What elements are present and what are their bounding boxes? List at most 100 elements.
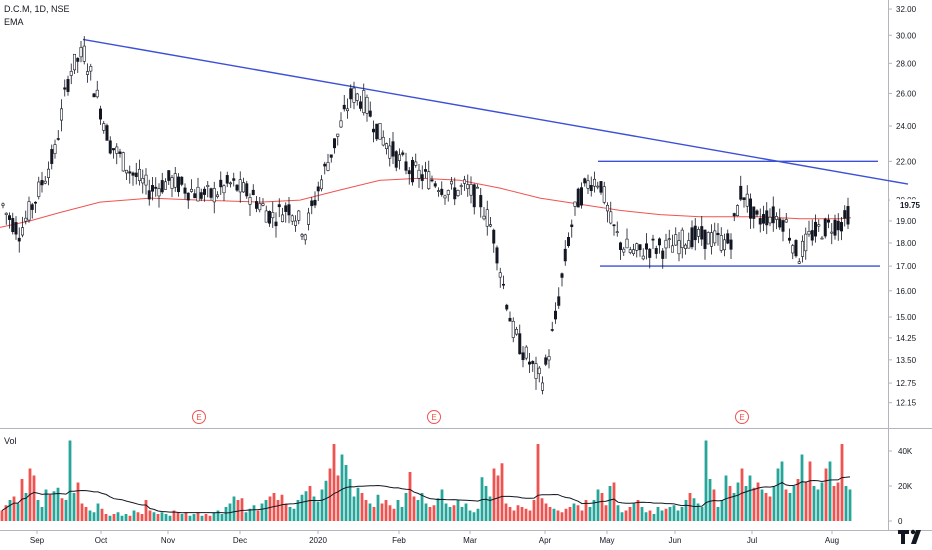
candle: [599, 181, 603, 195]
symbol-legend[interactable]: D.C.M, 1D, NSE: [4, 4, 70, 14]
time-tick-label: Sep: [30, 536, 45, 545]
candle: [501, 275, 505, 290]
ema-legend[interactable]: EMA: [4, 17, 24, 27]
volume-bar: [76, 482, 80, 521]
volume-bar: [788, 493, 792, 521]
candle: [238, 171, 242, 203]
volume-bar: [744, 486, 748, 521]
volume-bar: [12, 496, 16, 521]
candle: [635, 242, 639, 258]
time-tick-label: Aug: [825, 536, 839, 545]
candle: [628, 246, 632, 255]
volume-bar: [0, 510, 4, 521]
candle: [719, 227, 723, 253]
volume-bar: [732, 493, 736, 521]
candle: [339, 112, 343, 128]
volume-bar: [364, 500, 368, 521]
candle: [765, 202, 769, 235]
volume-bar: [644, 512, 648, 521]
candle: [264, 205, 268, 223]
earnings-marker-icon[interactable]: E: [427, 410, 441, 424]
candle: [505, 303, 509, 312]
candle: [212, 181, 216, 214]
volume-bar: [616, 505, 620, 521]
earnings-marker-icon[interactable]: E: [735, 410, 749, 424]
candle: [631, 243, 635, 256]
earnings-marker-icon[interactable]: E: [192, 410, 206, 424]
volume-bar: [620, 512, 624, 521]
candle: [466, 174, 470, 197]
candle: [804, 227, 808, 260]
candle: [423, 161, 427, 179]
volume-bar: [556, 510, 560, 521]
candle: [430, 175, 434, 183]
volume-bar: [148, 510, 152, 521]
time-tick-label: Nov: [161, 536, 175, 545]
volume-bar: [252, 505, 256, 521]
candle: [820, 235, 824, 240]
candle: [141, 169, 145, 194]
volume-bar: [296, 500, 300, 521]
volume-bar: [684, 500, 688, 521]
volume-bar: [368, 503, 372, 521]
candle: [615, 221, 619, 237]
candle: [612, 224, 616, 236]
candle: [8, 212, 12, 229]
volume-bar: [492, 468, 496, 521]
volume-bar: [768, 496, 772, 521]
volume-bar: [84, 507, 88, 521]
candle: [810, 219, 814, 246]
candle: [121, 151, 125, 172]
volume-bar: [384, 500, 388, 521]
volume-legend[interactable]: Vol: [4, 436, 17, 446]
volume-bar: [484, 486, 488, 521]
volume-bar: [664, 508, 668, 521]
volume-bar: [260, 503, 264, 521]
candle: [713, 222, 717, 246]
volume-bar: [452, 505, 456, 521]
volume-bar: [736, 482, 740, 521]
last-price-background: [890, 199, 930, 212]
candle: [596, 181, 600, 190]
candle: [755, 209, 759, 218]
volume-bar: [104, 514, 108, 521]
candle: [492, 228, 496, 253]
time-axis[interactable]: Sep Oct Nov Dec 2020 Feb Mar Apr May Jun Jul Aug: [30, 530, 839, 545]
candle: [391, 131, 395, 164]
candle: [823, 217, 827, 239]
candle: [589, 176, 593, 197]
candle: [774, 212, 778, 230]
candle: [216, 191, 220, 199]
candle: [800, 235, 804, 263]
candle: [586, 174, 590, 194]
candle: [365, 94, 369, 122]
volume-bar: [68, 440, 72, 521]
candle: [245, 180, 249, 199]
drawing-lines[interactable]: [82, 38, 909, 267]
candle: [79, 40, 83, 63]
volume-bar: [412, 496, 416, 521]
volume-bar: [604, 505, 608, 521]
candle: [433, 180, 437, 189]
candle: [716, 223, 720, 246]
volume-bar: [112, 514, 116, 521]
candle: [654, 245, 658, 259]
volume-bar: [180, 514, 184, 521]
candle: [277, 198, 281, 218]
candle: [443, 194, 447, 205]
volume-bar: [816, 489, 820, 521]
candle: [576, 187, 580, 208]
candle: [846, 197, 850, 229]
candle: [726, 229, 730, 245]
drawing-line-1[interactable]: [82, 38, 909, 185]
candle: [342, 95, 346, 112]
volume-bar: [128, 515, 132, 521]
time-tick-label: 2020: [309, 536, 327, 545]
candle: [56, 130, 60, 141]
volume-bar: [524, 508, 528, 521]
candle: [583, 177, 587, 187]
candle: [170, 175, 174, 198]
candle: [193, 189, 197, 199]
candle: [401, 150, 405, 157]
